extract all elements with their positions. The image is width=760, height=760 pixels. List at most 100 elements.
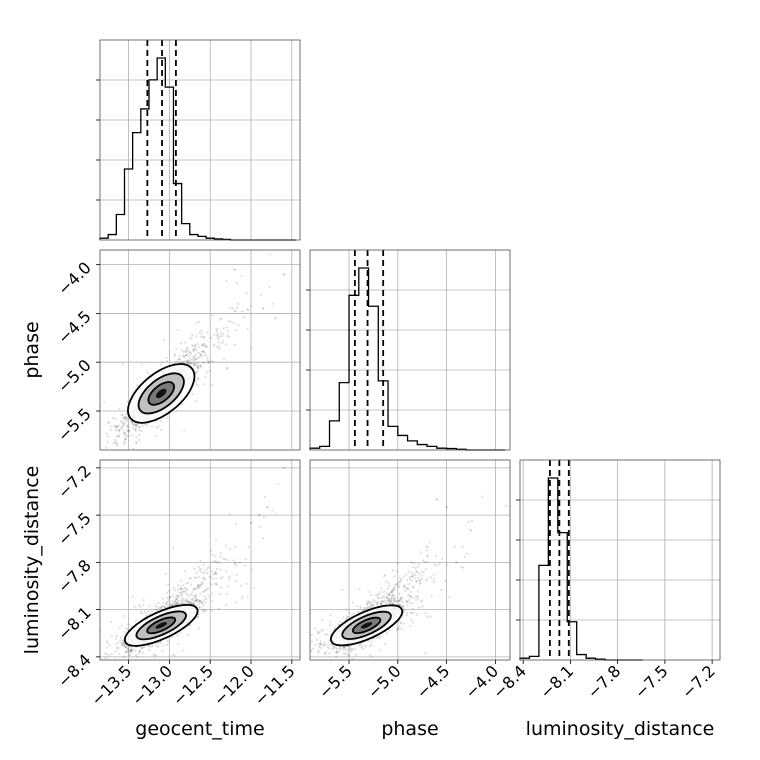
sample-point	[381, 600, 384, 603]
sample-point	[168, 589, 171, 592]
sample-point	[405, 586, 408, 589]
sample-point	[405, 573, 408, 576]
sample-point	[369, 605, 372, 608]
sample-point	[191, 591, 194, 594]
sample-point	[366, 601, 369, 604]
sample-point	[366, 603, 369, 606]
sample-point	[195, 598, 199, 602]
sample-point	[359, 643, 362, 646]
sample-point	[387, 599, 390, 602]
sample-point	[558, 435, 560, 437]
sample-point	[117, 407, 121, 410]
sample-point	[114, 438, 117, 441]
sample-point	[196, 586, 199, 589]
sample-point	[421, 599, 424, 602]
sample-point	[231, 307, 234, 310]
sample-point	[426, 615, 429, 618]
sample-point	[505, 504, 508, 507]
sample-point	[186, 361, 190, 364]
sample-point	[127, 430, 130, 434]
sample-point	[330, 644, 333, 647]
sample-point	[381, 596, 384, 600]
sample-point	[306, 656, 308, 658]
sample-point	[166, 591, 169, 594]
sample-point	[191, 333, 194, 336]
sample-point	[193, 588, 196, 591]
sample-point	[314, 627, 317, 630]
x-tick-label: −7.5	[631, 661, 672, 702]
sample-point	[194, 599, 197, 602]
sample-point	[189, 601, 193, 604]
sample-point	[208, 566, 211, 569]
sample-point	[130, 649, 133, 652]
sample-point	[393, 600, 396, 603]
sample-point	[226, 330, 230, 333]
sample-point	[262, 516, 266, 519]
sample-point	[406, 604, 409, 607]
sample-point	[183, 429, 186, 432]
sample-point	[95, 416, 97, 418]
sample-point	[184, 600, 187, 603]
sample-point	[150, 425, 154, 428]
sample-point	[226, 558, 229, 562]
sample-point	[402, 586, 405, 589]
sample-point	[379, 590, 382, 594]
sample-point	[334, 646, 337, 649]
sample-point	[210, 384, 213, 387]
sample-point	[199, 593, 202, 596]
sample-point	[411, 621, 415, 624]
sample-point	[184, 350, 187, 353]
sample-point	[412, 586, 415, 589]
sample-point	[379, 649, 382, 652]
sample-point	[424, 612, 427, 615]
sample-point	[392, 596, 396, 599]
sample-point	[123, 416, 126, 420]
sample-point	[368, 590, 371, 594]
density-level-4	[155, 388, 167, 399]
sample-point	[192, 359, 195, 362]
sample-point	[356, 610, 360, 614]
x-axis-label-phase: phase	[381, 718, 438, 740]
sample-point	[145, 614, 148, 618]
sample-point	[168, 596, 171, 599]
sample-point	[142, 603, 145, 606]
y-tick-label: −8.4	[54, 650, 95, 691]
sample-point	[332, 645, 335, 648]
sample-point	[130, 649, 133, 652]
sample-point	[382, 590, 386, 593]
sample-point	[426, 554, 430, 557]
sample-point	[171, 600, 174, 603]
sample-point	[190, 336, 193, 339]
sample-point	[135, 424, 138, 427]
sample-point	[329, 614, 332, 617]
scatter-points	[95, 250, 290, 450]
scatter-panel-geocent_time-vs-luminosity_distance	[99, 459, 301, 661]
sample-point	[126, 435, 129, 438]
sample-point	[118, 652, 121, 655]
sample-point	[210, 336, 213, 339]
sample-point	[213, 343, 216, 346]
sample-point	[360, 645, 364, 648]
sample-point	[227, 578, 230, 581]
sample-point	[382, 600, 385, 604]
sample-point	[390, 590, 393, 594]
sample-point	[186, 359, 190, 362]
sample-point	[203, 577, 206, 580]
sample-point	[411, 575, 414, 578]
sample-point	[165, 601, 168, 604]
sample-point	[263, 495, 266, 499]
sample-point	[233, 545, 237, 548]
sample-point	[109, 428, 112, 432]
sample-point	[125, 420, 129, 423]
sample-point	[170, 604, 173, 607]
sample-point	[117, 424, 120, 427]
sample-point	[175, 598, 178, 601]
sample-point	[195, 383, 198, 386]
sample-point	[390, 599, 393, 602]
sample-point	[211, 314, 214, 317]
sample-point	[107, 421, 111, 424]
sample-point	[123, 415, 126, 418]
sample-point	[397, 585, 400, 588]
sample-point	[235, 579, 238, 583]
sample-point	[128, 653, 131, 656]
